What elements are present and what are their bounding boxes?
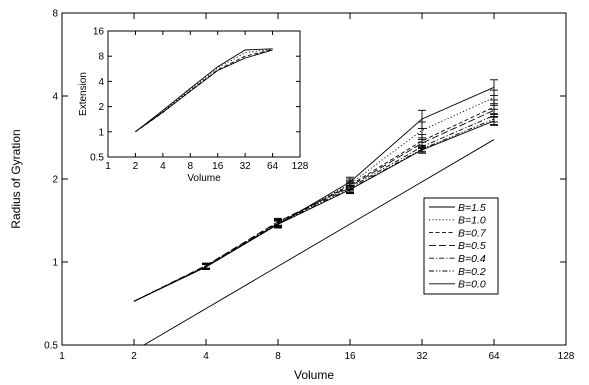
main-y-tick-label: 2 — [52, 175, 58, 186]
inset-series-line-2 — [135, 48, 273, 133]
inset-x-axis-label: Volume — [187, 173, 221, 184]
legend-label-5: B=0.4 — [458, 253, 486, 265]
main-reference-line — [143, 139, 495, 346]
main-x-tick-label: 16 — [344, 351, 356, 362]
inset-y-tick-label: 2 — [98, 102, 104, 113]
main-x-axis-label: Volume — [294, 368, 334, 382]
main-x-tick-label: 4 — [203, 351, 209, 362]
inset-y-tick-label: 8 — [98, 52, 104, 63]
inset-x-tick-label: 4 — [160, 161, 166, 172]
main-series-line-7 — [133, 120, 495, 302]
legend-label-4: B=0.5 — [458, 240, 486, 252]
inset-x-tick-label: 1 — [105, 161, 111, 172]
main-x-tick-label: 2 — [131, 351, 137, 362]
main-series-line-5 — [133, 115, 495, 302]
inset-y-tick-label: 4 — [98, 77, 104, 88]
main-x-tick-label: 32 — [416, 351, 428, 362]
inset-y-axis-label: Extension — [78, 72, 89, 116]
inset-frame — [107, 30, 301, 158]
main-x-tick-label: 64 — [488, 351, 500, 362]
legend-label-2: B=1.0 — [458, 215, 486, 227]
legend-box — [423, 197, 499, 295]
legend-label-7: B=0.0 — [458, 279, 486, 291]
inset-x-tick-label: 8 — [188, 161, 194, 172]
inset-x-tick-label: 32 — [240, 161, 252, 172]
inset-y-tick-label: 0.5 — [90, 153, 104, 164]
legend-label-3: B=0.7 — [458, 227, 487, 239]
inset-x-tick-label: 2 — [133, 161, 139, 172]
main-series-line-4 — [133, 109, 495, 302]
main-y-axis-label: Radius of Gyration — [9, 129, 23, 228]
inset-y-tick-label: 16 — [93, 27, 105, 38]
legend: B=1.5B=1.0B=0.7B=0.5B=0.4B=0.2B=0.0 — [423, 197, 499, 295]
main-x-tick-label: 8 — [275, 351, 281, 362]
main-y-tick-label: 8 — [52, 9, 58, 20]
inset-y-tick-label: 1 — [98, 127, 104, 138]
main-x-tick-label: 128 — [558, 351, 575, 362]
inset-background — [108, 31, 300, 157]
main-series-line-6 — [133, 118, 495, 302]
legend-label-6: B=0.2 — [458, 266, 486, 278]
inset-x-tick-label: 128 — [292, 161, 309, 172]
inset-series-line-4 — [135, 49, 273, 133]
inset-x-tick-label: 16 — [212, 161, 224, 172]
main-x-tick-label: 1 — [59, 351, 65, 362]
inset-series-line-1 — [135, 48, 273, 133]
main-y-tick-label: 4 — [52, 92, 58, 103]
legend-label-1: B=1.5 — [458, 202, 486, 214]
main-y-tick-label: 0.5 — [44, 341, 58, 352]
inset-x-tick-label: 64 — [267, 161, 279, 172]
main-y-tick-label: 1 — [52, 258, 58, 269]
